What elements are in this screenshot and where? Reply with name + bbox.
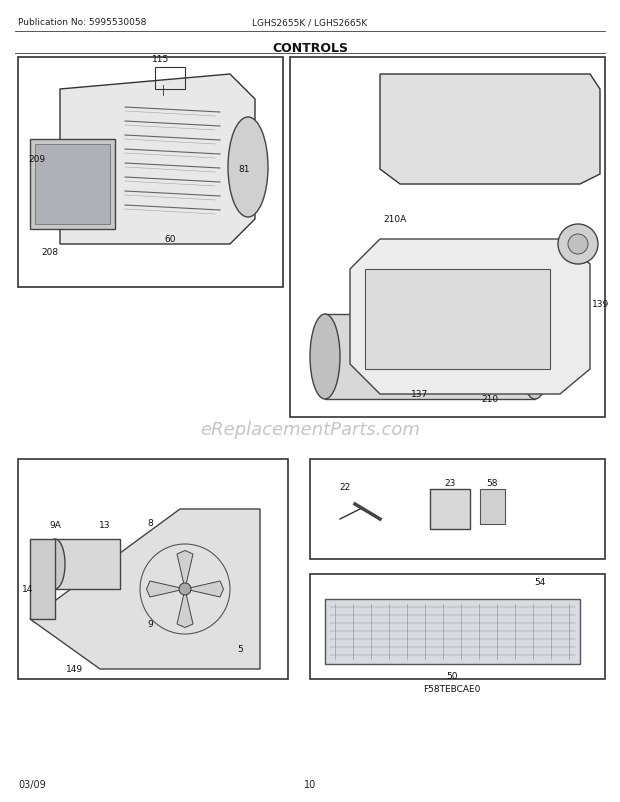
- Text: 54: 54: [534, 577, 546, 586]
- Circle shape: [568, 235, 588, 255]
- Text: Publication No: 5995530058: Publication No: 5995530058: [18, 18, 146, 27]
- Bar: [430, 489, 470, 529]
- Circle shape: [558, 225, 598, 265]
- Text: eReplacementParts.com: eReplacementParts.com: [200, 420, 420, 439]
- Polygon shape: [380, 75, 600, 184]
- Circle shape: [179, 583, 191, 595]
- Text: CONTROLS: CONTROLS: [272, 42, 348, 55]
- Ellipse shape: [310, 314, 340, 399]
- Text: 139: 139: [592, 300, 609, 309]
- Bar: [18, 58, 283, 288]
- Text: LGHS2655K / LGHS2665K: LGHS2655K / LGHS2665K: [252, 18, 368, 27]
- Polygon shape: [350, 240, 590, 395]
- Text: 13: 13: [99, 520, 111, 529]
- Bar: [480, 489, 505, 525]
- Ellipse shape: [520, 314, 550, 399]
- Bar: [310, 460, 605, 559]
- Bar: [325, 314, 535, 399]
- Polygon shape: [177, 589, 193, 628]
- Text: 60: 60: [164, 235, 175, 244]
- Ellipse shape: [228, 118, 268, 217]
- Polygon shape: [146, 581, 185, 597]
- Bar: [18, 460, 288, 679]
- Text: 22: 22: [339, 482, 351, 492]
- Bar: [325, 599, 580, 664]
- Text: 210: 210: [482, 395, 498, 403]
- Bar: [55, 539, 120, 589]
- Polygon shape: [185, 581, 223, 597]
- Polygon shape: [60, 75, 255, 245]
- Text: 58: 58: [486, 479, 498, 488]
- Text: 9: 9: [147, 619, 153, 628]
- Text: 50: 50: [446, 671, 458, 680]
- Text: 137: 137: [412, 390, 428, 399]
- Text: 5: 5: [237, 644, 243, 653]
- Text: 149: 149: [66, 664, 84, 673]
- Bar: [290, 58, 605, 418]
- Bar: [35, 145, 110, 225]
- Text: 210A: 210A: [383, 215, 406, 224]
- Text: 10: 10: [304, 779, 316, 789]
- Ellipse shape: [45, 539, 65, 589]
- Text: 03/09: 03/09: [18, 779, 46, 789]
- Text: 14: 14: [22, 585, 33, 593]
- Bar: [155, 68, 185, 90]
- Bar: [365, 269, 550, 370]
- Bar: [30, 140, 115, 229]
- Text: 23: 23: [445, 479, 456, 488]
- Text: 9A: 9A: [49, 520, 61, 529]
- Text: 8: 8: [147, 518, 153, 528]
- Bar: [30, 539, 55, 619]
- Bar: [310, 574, 605, 679]
- Text: 81: 81: [238, 165, 249, 174]
- Polygon shape: [177, 551, 193, 589]
- Text: 209: 209: [28, 156, 45, 164]
- Text: 115: 115: [152, 55, 169, 64]
- Polygon shape: [30, 509, 260, 669]
- Text: F58TEBCAE0: F58TEBCAE0: [423, 684, 480, 693]
- Text: 208: 208: [42, 248, 58, 257]
